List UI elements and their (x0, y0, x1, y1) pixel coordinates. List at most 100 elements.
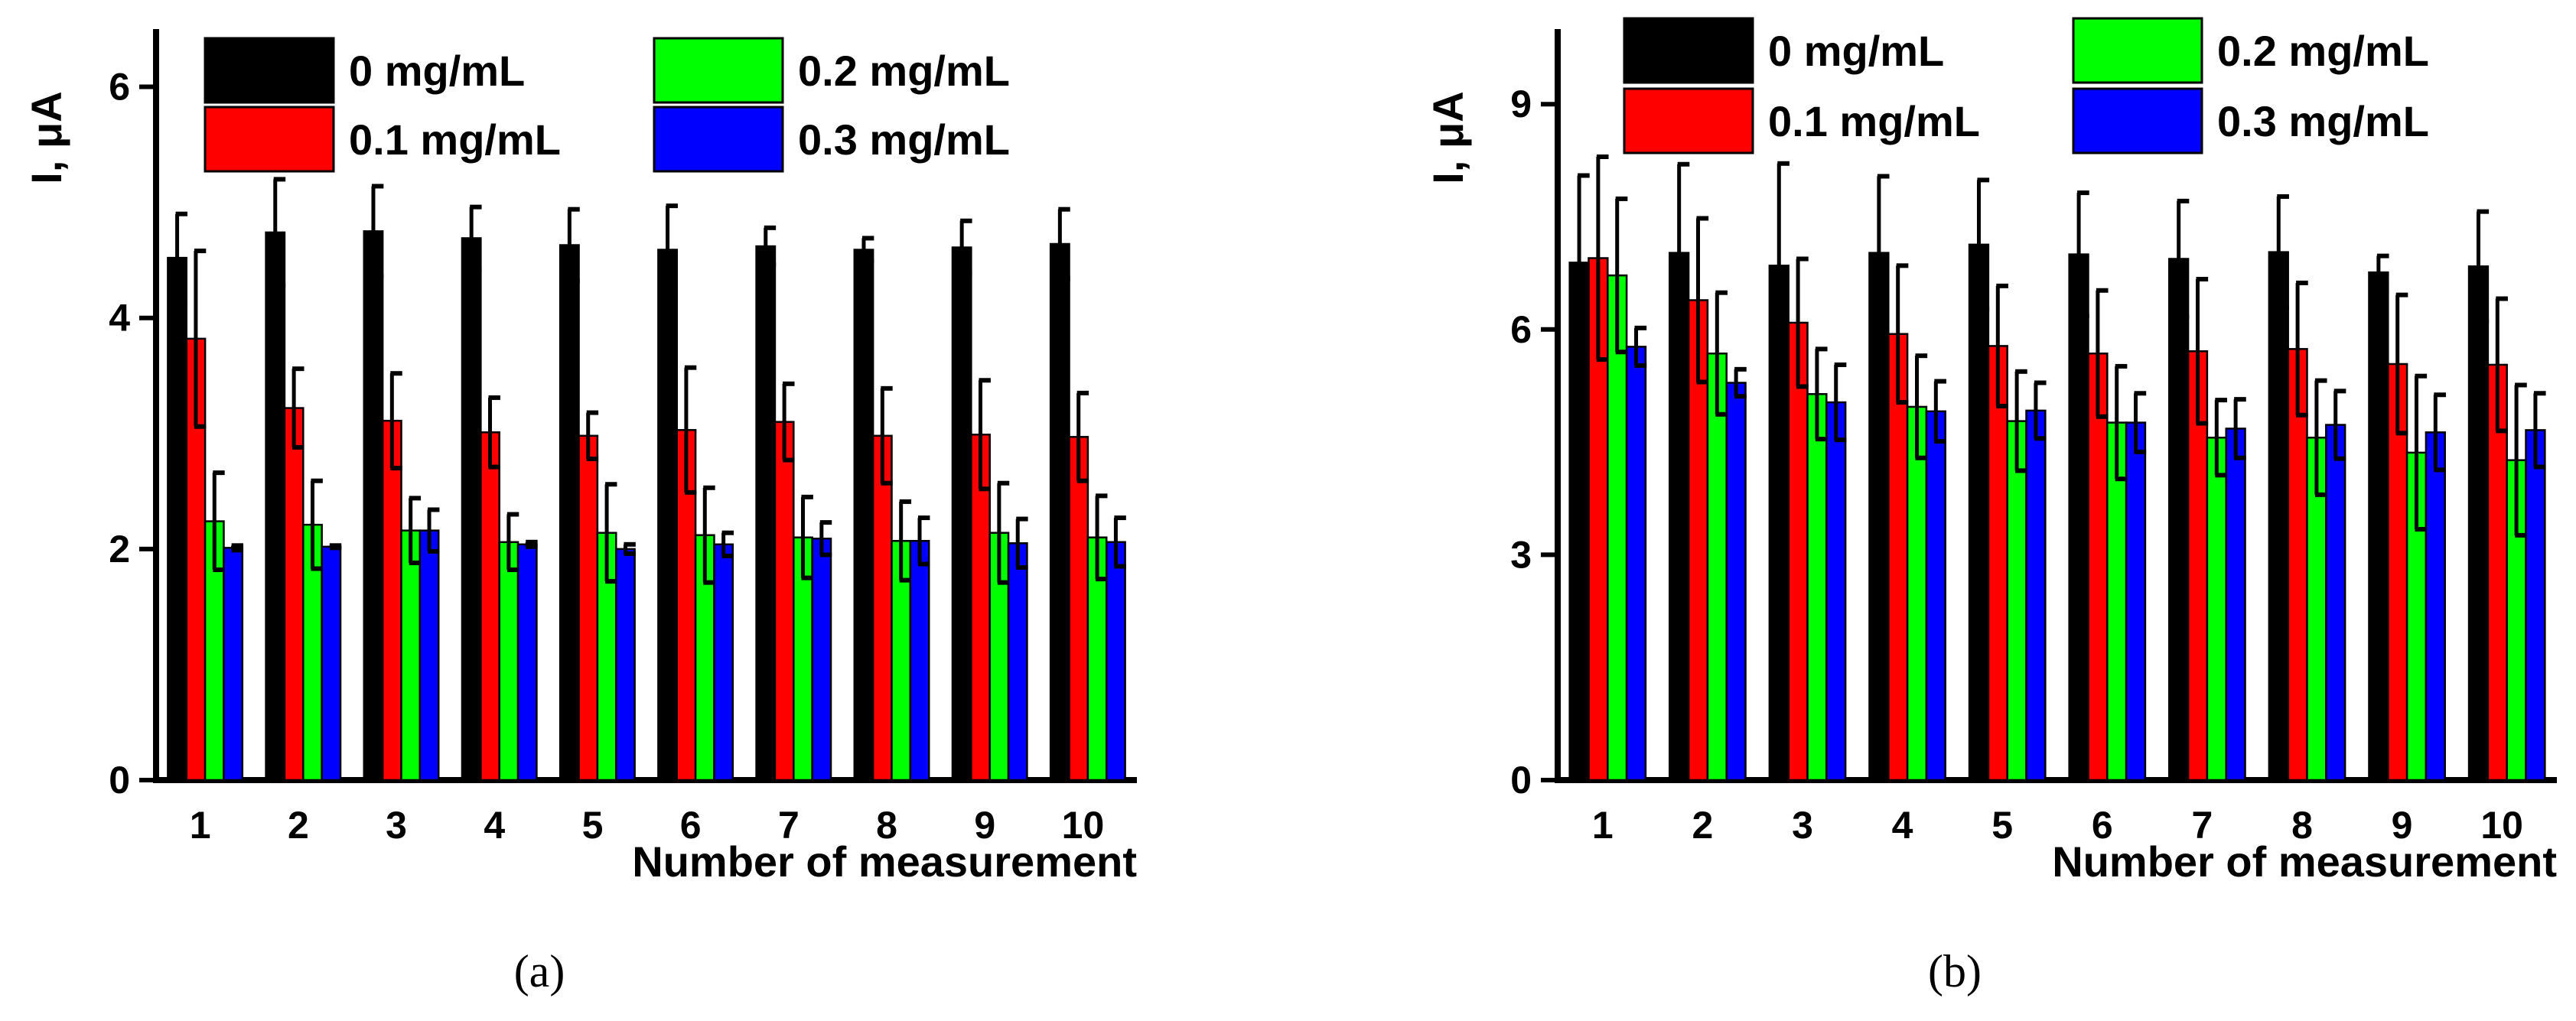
panel-b-bar (2206, 436, 2227, 782)
panel-a-x-tick-label: 5 (582, 804, 604, 847)
panel-a-bar (167, 256, 187, 782)
panel-a-bar (516, 543, 538, 782)
panel-a-bar (480, 431, 500, 782)
panel-a-bar (283, 407, 304, 782)
panel-a-y-tick-label: 2 (109, 528, 130, 571)
panel-a-bar (1106, 541, 1126, 782)
panel-b-bar (2125, 421, 2147, 782)
panel-a-bar (418, 529, 440, 782)
panel-b-legend-label: 0.1 mg/mL (1768, 97, 1980, 145)
panel-b-bar (1868, 252, 1890, 782)
panel-b-bar (1787, 321, 1809, 782)
panel-b-y-tick-label: 9 (1510, 83, 1532, 125)
panel-a-x-tick-label: 9 (974, 804, 995, 847)
panel-a-bar (871, 434, 893, 782)
panel-a-bar (615, 548, 636, 782)
panel-b-x-tick-label: 6 (2092, 804, 2113, 847)
panel-b-x-tick-label: 4 (1892, 804, 1913, 847)
panel-b-x-tick-label: 1 (1592, 804, 1614, 847)
panel-a-y-tick-label: 0 (109, 759, 130, 802)
panel-a-x-tick-label: 10 (1062, 804, 1105, 847)
panel-b-x-tick-label: 8 (2291, 804, 2313, 847)
panel-a-bar (204, 520, 225, 782)
panel-b-legend-label: 0.2 mg/mL (2217, 27, 2429, 75)
panel-b-y-tick-label: 0 (1510, 759, 1532, 802)
panel-a-legend-label: 0.2 mg/mL (798, 47, 1010, 95)
panel-b-bar (2525, 429, 2546, 782)
panel-b-bar (2025, 409, 2047, 782)
panel-a-x-tick-label: 4 (484, 804, 505, 847)
panel-b-bar (1968, 243, 1990, 782)
panel-b-bar (1588, 257, 1609, 782)
panel-a-legend-swatch (653, 106, 784, 173)
panel-b-bar (2068, 253, 2089, 782)
panel-b-legend-swatch (1623, 87, 1754, 154)
panel-a-bar (951, 246, 972, 782)
panel-b-bar (2225, 428, 2246, 782)
panel-a-bar (909, 540, 930, 782)
panel-b-legend-label: 0 mg/mL (1768, 27, 1944, 75)
panel-a-bar (223, 547, 244, 782)
panel-a-label: (a) (514, 946, 565, 997)
panel-a-bar (381, 419, 402, 782)
panel-a-bar (498, 541, 519, 782)
panel-b-legend-swatch (1623, 17, 1754, 84)
panel-a-legend-swatch (653, 37, 784, 104)
panel-b-bar (2368, 271, 2389, 782)
panel-a-bar (321, 545, 342, 782)
panel-b-bar (1825, 401, 1847, 782)
panel-b-x-tick-label: 2 (1692, 804, 1713, 847)
panel-b-bar (2268, 251, 2289, 782)
panel-a-x-tick-label: 7 (778, 804, 800, 847)
panel-b-x-tick-label: 9 (2392, 804, 2413, 847)
panel-a-x-tick-label: 6 (680, 804, 702, 847)
panel-b-legend-swatch (2072, 17, 2203, 84)
panel-a-bar (811, 537, 832, 782)
panel-b-legend-label: 0.3 mg/mL (2217, 97, 2429, 145)
panel-b-bar (1906, 405, 1928, 782)
panel-a-bar (713, 543, 734, 782)
panel-a-bar (755, 245, 777, 782)
panel-a-legend-label: 0 mg/mL (349, 47, 525, 95)
panel-b-y-tick-label: 6 (1510, 308, 1532, 351)
panel-a-bar (657, 249, 678, 782)
panel-b-y-axis-label: I, μA (1424, 91, 1472, 184)
panel-a-legend-label: 0.3 mg/mL (798, 115, 1010, 164)
panel-b-bar (1806, 393, 1828, 782)
panel-b-bar (1725, 382, 1747, 782)
panel-a-bar (1049, 242, 1070, 782)
panel-b-x-tick-label: 10 (2480, 804, 2523, 847)
panel-a-y-axis-label: I, μA (22, 91, 70, 184)
panel-a-bar (363, 230, 384, 782)
panel-a-x-axis-label: Number of measurement (632, 837, 1137, 886)
panel-b-bar (1925, 410, 1946, 782)
panel-a-bar (265, 231, 286, 782)
panel-b-bar (1987, 345, 2008, 782)
panel-a-bar (461, 237, 482, 782)
panel-b-x-tick-label: 3 (1792, 804, 1813, 847)
panel-b-bar (2425, 431, 2446, 782)
panel-a-bar (559, 244, 580, 782)
panel-a-legend-swatch (204, 37, 335, 104)
panel-b-legend-swatch (2072, 87, 2203, 154)
panel-b-bar (1625, 346, 1647, 782)
panel-b-x-tick-label: 5 (1991, 804, 2013, 847)
panel-a-x-tick-label: 3 (386, 804, 407, 847)
panel-b-x-tick-label: 7 (2191, 804, 2213, 847)
panel-b-label: (b) (1928, 946, 1982, 997)
panel-a-legend-label: 0.1 mg/mL (349, 115, 561, 164)
panel-b-bar (2325, 424, 2346, 782)
panel-b-y-tick-label: 3 (1510, 533, 1532, 576)
panel-a-bar (578, 434, 599, 782)
panel-a-bar (400, 529, 422, 782)
panel-b-bar (1887, 333, 1909, 782)
panel-a-x-tick-label: 8 (876, 804, 897, 847)
panel-a-bar (1068, 436, 1089, 782)
panel-a-x-tick-label: 1 (190, 804, 211, 847)
panel-a-bar (1007, 542, 1028, 782)
panel-b-bar (2467, 265, 2490, 782)
panel-b-bar (2168, 258, 2190, 782)
panel-a-y-tick-label: 6 (109, 66, 130, 109)
panel-a-bar (853, 249, 874, 782)
panel-a-legend-swatch (204, 106, 335, 173)
